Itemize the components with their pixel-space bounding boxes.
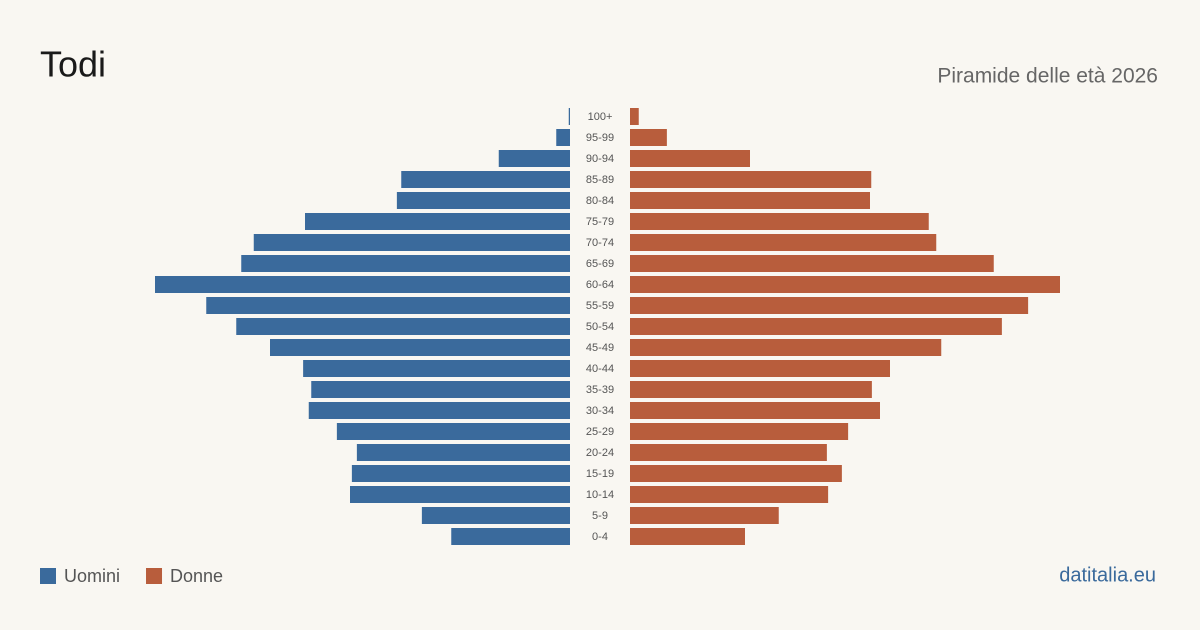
bar [630, 297, 1029, 314]
bar [155, 276, 570, 293]
bar [241, 255, 570, 272]
age-label: 35-39 [586, 384, 614, 396]
bar [421, 507, 570, 524]
age-label: 65-69 [586, 258, 614, 270]
bar [401, 171, 570, 188]
legend-label: Uomini [64, 566, 120, 586]
chart-subtitle: Piramide delle età 2026 [937, 65, 1158, 88]
bar [630, 339, 942, 356]
age-label: 50-54 [586, 321, 614, 333]
bar [303, 360, 570, 377]
bar [630, 528, 745, 545]
age-label: 0-4 [592, 531, 608, 543]
bar [311, 381, 570, 398]
bar [305, 213, 570, 230]
bar [630, 108, 639, 125]
bar [270, 339, 570, 356]
bar [630, 444, 827, 461]
bar [630, 129, 667, 146]
age-label: 90-94 [586, 153, 614, 165]
bar [630, 318, 1002, 335]
bar [630, 255, 994, 272]
age-label: 60-64 [586, 279, 614, 291]
age-label: 30-34 [586, 405, 614, 417]
bar [451, 528, 570, 545]
bar [630, 360, 890, 377]
bar [308, 402, 570, 419]
age-label: 75-79 [586, 216, 614, 228]
bar [630, 486, 829, 503]
bar [630, 192, 870, 209]
bar [630, 150, 750, 167]
age-label: 5-9 [592, 510, 608, 522]
legend-swatch [146, 568, 163, 584]
bar [630, 423, 849, 440]
bar [396, 192, 570, 209]
bar [630, 234, 937, 251]
bar [206, 297, 570, 314]
bar [568, 108, 570, 125]
bar [351, 465, 570, 482]
age-label: 70-74 [586, 237, 614, 249]
age-label: 80-84 [586, 195, 614, 207]
bar [336, 423, 570, 440]
legend-swatch [40, 568, 56, 584]
bar [630, 171, 872, 188]
bar [498, 150, 570, 167]
age-label: 95-99 [586, 132, 614, 144]
age-label: 10-14 [586, 489, 614, 501]
age-label: 85-89 [586, 174, 614, 186]
bar [630, 276, 1060, 293]
bar [556, 129, 570, 146]
bar [630, 507, 779, 524]
chart-title: Todi [40, 44, 106, 85]
legend-label: Donne [170, 566, 223, 586]
source: datitalia.eu [1059, 564, 1156, 586]
age-label: 55-59 [586, 300, 614, 312]
age-label: 20-24 [586, 447, 614, 459]
age-label: 100+ [588, 111, 613, 123]
age-label: 45-49 [586, 342, 614, 354]
bar [253, 234, 570, 251]
bar [630, 213, 929, 230]
bar [630, 381, 872, 398]
bar [630, 465, 842, 482]
age-label: 40-44 [586, 363, 614, 375]
bar [630, 402, 880, 419]
bar [356, 444, 570, 461]
age-label: 15-19 [586, 468, 614, 480]
bar [236, 318, 570, 335]
bar [350, 486, 570, 503]
age-label: 25-29 [586, 426, 614, 438]
